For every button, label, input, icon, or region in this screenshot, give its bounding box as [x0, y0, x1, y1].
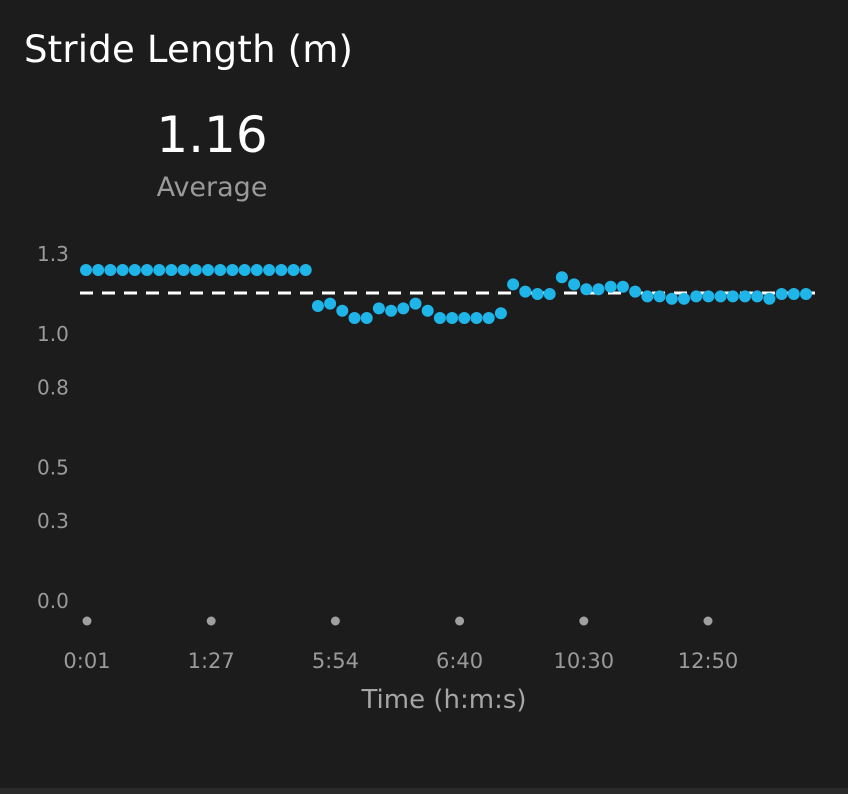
x-axis-ticks: 0:01 1:27 5:54 6:40 10:30 12:50 — [63, 616, 739, 673]
y-tick-label: 1.0 — [37, 322, 69, 346]
data-point — [653, 290, 666, 303]
data-point — [739, 290, 751, 303]
y-tick-label: 0.8 — [37, 375, 69, 399]
data-point — [324, 297, 337, 310]
x-tick-label: 10:30 — [554, 649, 615, 673]
data-point — [433, 312, 446, 324]
data-point — [250, 264, 263, 276]
data-point — [189, 264, 202, 276]
data-point — [763, 292, 776, 305]
data-point — [470, 312, 483, 324]
data-point — [519, 285, 532, 298]
data-point — [263, 264, 276, 276]
data-point — [800, 288, 812, 300]
data-point — [275, 264, 288, 276]
data-point — [665, 292, 678, 305]
average-value: 1.16 — [156, 106, 268, 164]
data-point — [555, 271, 568, 284]
data-point — [92, 264, 105, 276]
y-axis-ticks: 0.0 0.3 0.5 0.8 1.0 1.3 — [37, 242, 69, 613]
y-tick-label: 1.3 — [37, 242, 69, 266]
chart-title: Stride Length (m) — [24, 28, 354, 71]
data-point — [580, 283, 593, 296]
data-points — [80, 264, 812, 324]
data-point — [641, 290, 654, 303]
data-point — [507, 278, 520, 291]
data-point — [616, 280, 629, 293]
data-point — [775, 288, 788, 300]
data-point — [629, 285, 642, 298]
y-tick-label: 0.3 — [37, 509, 69, 533]
data-point — [714, 290, 727, 303]
data-point — [543, 288, 556, 300]
data-point — [311, 300, 324, 312]
x-tick-dot — [703, 616, 713, 626]
data-point — [348, 312, 361, 324]
data-point — [568, 278, 581, 291]
average-label: Average — [156, 172, 268, 203]
data-point — [226, 264, 239, 276]
x-tick-label: 1:27 — [188, 649, 235, 673]
x-tick-dot — [206, 616, 216, 626]
data-point — [299, 264, 312, 276]
data-point — [751, 290, 764, 303]
data-point — [80, 264, 92, 276]
data-point — [690, 290, 703, 303]
data-point — [397, 302, 410, 315]
x-tick-label: 6:40 — [436, 649, 483, 673]
data-point — [678, 292, 690, 305]
data-point — [214, 264, 227, 276]
data-point — [116, 264, 129, 276]
data-point — [238, 264, 251, 276]
data-point — [165, 264, 178, 276]
x-tick-label: 0:01 — [63, 649, 110, 673]
data-point — [202, 264, 214, 276]
bottom-divider — [0, 788, 848, 794]
y-tick-label: 0.5 — [37, 456, 69, 480]
data-point — [372, 302, 385, 315]
data-point — [482, 312, 495, 324]
data-point — [409, 297, 422, 310]
data-point — [531, 288, 544, 300]
data-point — [592, 283, 605, 296]
data-point — [726, 290, 739, 303]
x-axis-label: Time (h:m:s) — [360, 685, 526, 715]
data-point — [702, 290, 715, 303]
x-tick-dot — [579, 616, 589, 626]
data-point — [287, 264, 300, 276]
data-point — [177, 264, 190, 276]
y-tick-label: 0.0 — [37, 589, 69, 613]
data-point — [153, 264, 166, 276]
data-point — [446, 312, 459, 324]
x-tick-label: 12:50 — [678, 649, 739, 673]
data-point — [104, 264, 117, 276]
data-point — [604, 280, 617, 293]
data-point — [128, 264, 141, 276]
data-point — [336, 304, 349, 317]
data-point — [494, 307, 507, 320]
x-tick-dot — [82, 616, 92, 626]
data-point — [458, 312, 471, 324]
data-point — [421, 304, 434, 317]
data-point — [385, 304, 398, 317]
data-point — [787, 288, 800, 300]
x-tick-dot — [330, 616, 340, 626]
data-point — [360, 312, 373, 324]
x-tick-dot — [455, 616, 465, 626]
x-tick-label: 5:54 — [312, 649, 359, 673]
data-point — [141, 264, 153, 276]
